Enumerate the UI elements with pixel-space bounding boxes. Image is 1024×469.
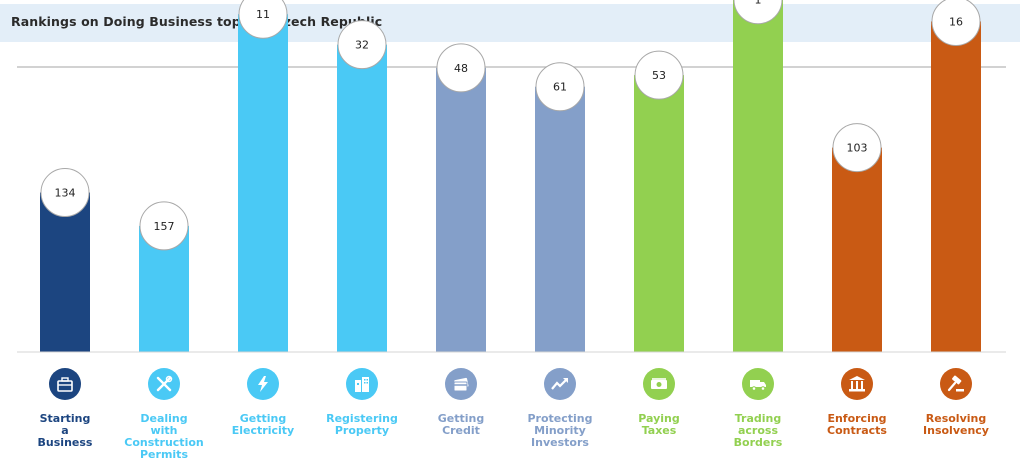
data-label: 16 — [949, 15, 963, 28]
category-label: Resolving Insolvency — [923, 412, 989, 437]
value-bubble — [535, 62, 585, 112]
category-label: Trading across Borders — [733, 412, 783, 449]
bar — [535, 86, 585, 352]
money-icon — [643, 368, 675, 400]
chart-title: Rankings on Doing Business topics - Czec… — [11, 14, 383, 29]
bar — [931, 21, 981, 352]
data-label: 103 — [847, 142, 868, 155]
bar — [733, 0, 783, 352]
value-bubble — [238, 0, 288, 39]
value-bubble — [40, 168, 90, 218]
credit-card-icon — [445, 368, 477, 400]
category-label: Registering Property — [326, 412, 398, 437]
briefcase-icon — [49, 368, 81, 400]
trend-up-icon — [544, 368, 576, 400]
data-label: 11 — [256, 8, 270, 21]
bar — [634, 75, 684, 352]
value-bubble — [733, 0, 783, 25]
data-label: 61 — [553, 81, 567, 94]
truck-icon — [742, 368, 774, 400]
chart-header: Rankings on Doing Business topics - Czec… — [0, 4, 1020, 42]
bar — [337, 44, 387, 353]
data-label: 53 — [652, 69, 666, 82]
category-label: Getting Credit — [437, 412, 485, 437]
tools-icon — [148, 368, 180, 400]
value-bubble — [436, 43, 486, 93]
data-label: 134 — [55, 187, 76, 200]
gavel-icon — [940, 368, 972, 400]
bar — [238, 14, 288, 352]
courthouse-icon — [841, 368, 873, 400]
category-label: Paying Taxes — [638, 412, 680, 437]
value-bubble — [139, 201, 189, 251]
value-bubble — [832, 123, 882, 173]
data-label: 157 — [154, 220, 175, 233]
category-label: Enforcing Contracts — [827, 412, 887, 437]
buildings-icon — [346, 368, 378, 400]
bar — [436, 67, 486, 352]
data-label: 1 — [755, 0, 762, 7]
bar — [832, 147, 882, 352]
data-label: 48 — [454, 62, 468, 75]
value-bubble — [634, 50, 684, 100]
value-bubble — [931, 0, 981, 46]
category-label: Getting Electricity — [231, 412, 295, 437]
value-bubble — [337, 20, 387, 70]
lightning-icon — [247, 368, 279, 400]
category-label: Dealing with Construction Permits — [124, 412, 204, 461]
bar — [40, 192, 90, 352]
category-label: Starting a Business — [37, 412, 93, 449]
category-label: Protecting Minority Investors — [527, 412, 593, 449]
data-label: 32 — [355, 39, 369, 52]
